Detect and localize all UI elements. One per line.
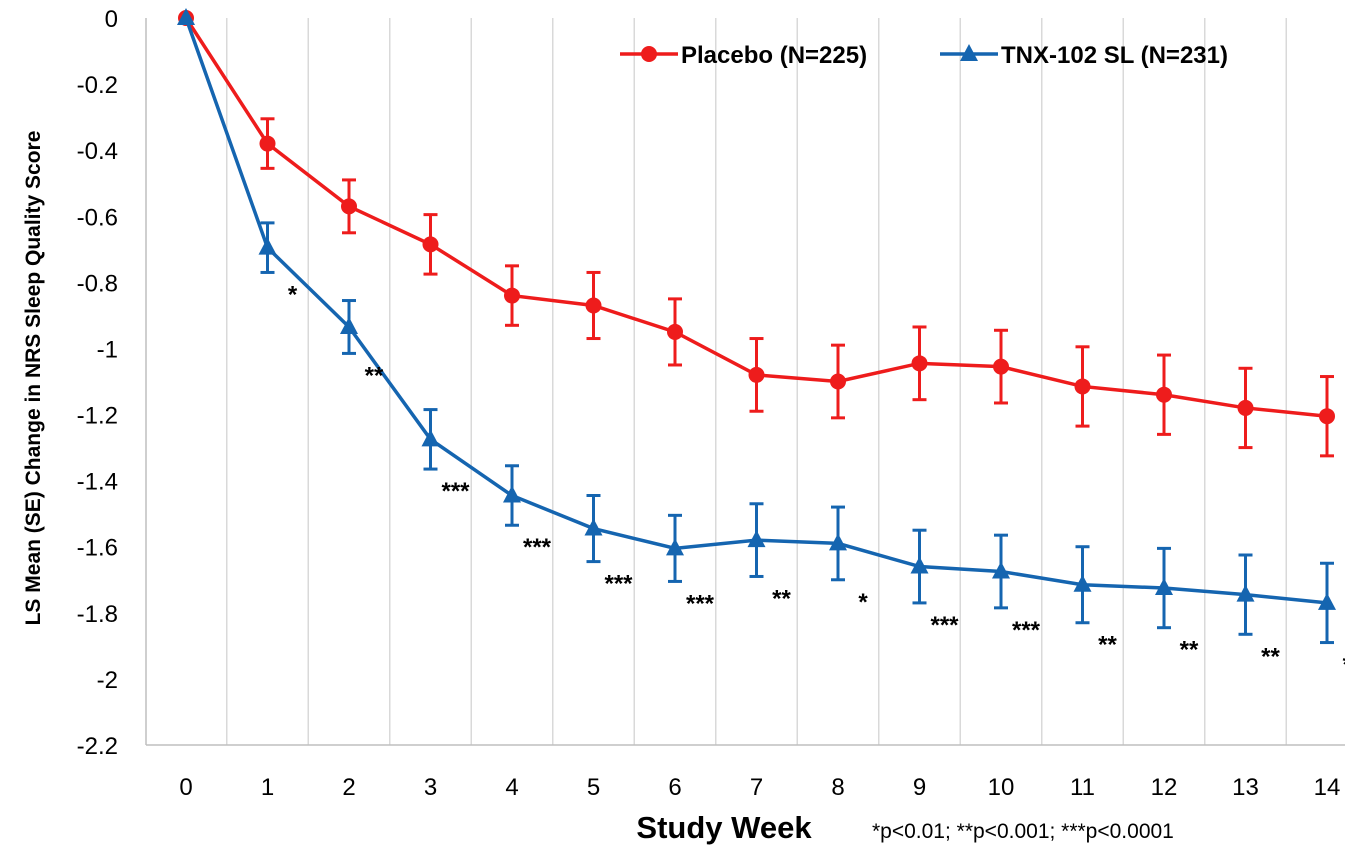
legend-item: TNX-102 SL (N=231): [940, 42, 1228, 69]
data-point: [1318, 592, 1336, 610]
x-tick-label: 5: [587, 774, 600, 801]
significance-marker: **: [1261, 643, 1280, 670]
y-tick-label: -2: [97, 667, 118, 694]
y-tick-label: -1.6: [77, 535, 118, 562]
significance-marker: *: [858, 589, 868, 616]
significance-marker: **: [1098, 632, 1117, 659]
significance-footnote: *p<0.01; **p<0.001; ***p<0.0001: [872, 820, 1174, 843]
y-tick-label: -0.2: [77, 72, 118, 99]
x-tick-label: 3: [424, 774, 437, 801]
data-point: [993, 358, 1009, 375]
data-point: [585, 297, 602, 314]
significance-marker: **: [1180, 637, 1199, 664]
y-tick-label: 0: [105, 6, 118, 33]
data-point: [1073, 574, 1092, 592]
data-point: [911, 355, 928, 372]
significance-marker: ***: [686, 590, 715, 617]
data-point: [1236, 584, 1255, 602]
data-point: [422, 236, 439, 253]
significance-marker: *: [288, 281, 298, 308]
significance-marker: **: [772, 585, 791, 612]
y-tick-label: -0.4: [77, 138, 118, 165]
legend-marker: [960, 44, 978, 61]
data-point: [830, 373, 846, 390]
data-point: [503, 485, 521, 503]
x-tick-label: 13: [1232, 774, 1259, 801]
legend: Placebo (N=225) TNX-102 SL (N=231): [620, 42, 1228, 69]
x-tick-label: 2: [342, 774, 355, 801]
y-tick-label: -1.8: [77, 601, 118, 628]
data-point: [259, 135, 276, 152]
y-tick-label: -0.8: [77, 270, 118, 297]
x-tick-label: 12: [1151, 774, 1178, 801]
y-tick-label: -1.4: [77, 469, 118, 496]
data-point: [992, 561, 1010, 579]
y-tick-label: -2.2: [77, 733, 118, 760]
data-point: [421, 429, 440, 447]
grid-lines: [226, 18, 1287, 745]
legend-label: TNX-102 SL (N=231): [1001, 42, 1228, 69]
x-tick-label: 6: [668, 774, 681, 801]
data-point: [584, 518, 603, 536]
data-point: [1237, 399, 1254, 416]
data-point: [747, 530, 766, 548]
y-tick-label: -0.6: [77, 204, 118, 231]
x-tick-label: 9: [913, 774, 926, 801]
x-tick-label: 14: [1314, 774, 1341, 801]
significance-marker: **: [1343, 652, 1345, 679]
data-point: [341, 198, 357, 215]
y-tick-label: -1.2: [77, 403, 118, 430]
x-axis-title: Study Week: [636, 810, 812, 845]
axes: [145, 18, 1345, 746]
x-tick-label: 4: [505, 774, 518, 801]
data-point: [1156, 386, 1172, 403]
legend-marker: [641, 46, 657, 62]
data-point: [667, 323, 683, 340]
data-point: [340, 316, 358, 334]
data-point: [829, 533, 847, 551]
data-point: [910, 556, 929, 574]
data-point: [1074, 378, 1091, 395]
data-point: [748, 366, 765, 383]
y-axis-title: LS Mean (SE) Change in NRS Sleep Quality…: [22, 131, 45, 626]
significance-marker: ***: [441, 478, 470, 505]
significance-annotations: ********************************: [288, 281, 1345, 678]
x-tick-label: 10: [988, 774, 1015, 801]
significance-marker: **: [365, 362, 384, 389]
x-tick-label: 8: [831, 774, 844, 801]
significance-marker: ***: [1012, 617, 1041, 644]
series-placebo: [178, 10, 1335, 458]
x-tick-label: 1: [261, 774, 274, 801]
significance-marker: ***: [523, 534, 552, 561]
x-tick-label: 7: [750, 774, 763, 801]
y-tick-labels: 0 -0.2 -0.4 -0.6 -0.8 -1 -1.2 -1.4 -1.6 -1.8 -2 -2.…: [77, 6, 118, 760]
data-point: [504, 287, 520, 304]
x-tick-labels: 0 1 2 3 4 5 6 7 8 9 10 11 12 13 14: [179, 774, 1340, 801]
data-point: [177, 8, 195, 25]
y-tick-label: -1: [97, 336, 118, 363]
data-point: [666, 538, 684, 556]
legend-item: Placebo (N=225): [620, 42, 867, 69]
series-tnx-102-sl: [177, 8, 1336, 645]
significance-marker: ***: [930, 612, 959, 639]
data-point: [258, 237, 277, 255]
legend-label: Placebo (N=225): [681, 42, 867, 69]
x-tick-label: 11: [1070, 774, 1095, 801]
data-point: [1155, 578, 1173, 596]
data-point: [1319, 408, 1335, 425]
significance-marker: ***: [604, 571, 633, 598]
series-layer: [177, 8, 1336, 645]
x-tick-label: 0: [179, 774, 192, 801]
